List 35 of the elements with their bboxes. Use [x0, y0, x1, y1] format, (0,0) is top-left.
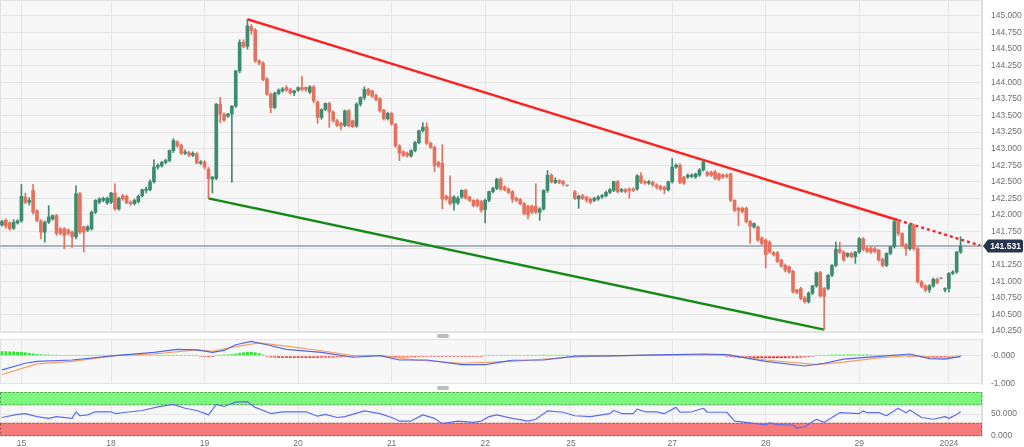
- x-tick-label: 20: [293, 438, 304, 447]
- y-tick-label: 141.250: [991, 259, 1022, 270]
- y-tick-label: 142.250: [991, 192, 1022, 203]
- x-tick-label: 25: [566, 438, 576, 447]
- x-tick-label: 19: [199, 438, 210, 447]
- y-tick-label: 145.000: [991, 10, 1022, 21]
- y-tick-label: 141.000: [991, 275, 1022, 286]
- y-tick-label: 142.000: [991, 209, 1022, 220]
- y-tick-label: 140.500: [991, 308, 1022, 319]
- x-tick-label: 22: [480, 438, 491, 447]
- y-tick-label: 144.000: [991, 76, 1022, 87]
- y-tick-label: 50.000: [991, 408, 1018, 419]
- y-tick-label: 144.750: [991, 26, 1022, 37]
- y-tick-label: -1.000: [991, 377, 1016, 388]
- y-tick-label: 144.500: [991, 43, 1022, 54]
- y-tick-label: 141.750: [991, 225, 1022, 236]
- y-tick-label: 142.500: [991, 176, 1022, 187]
- x-tick-label: 27: [667, 438, 678, 447]
- y-tick-label: 142.750: [991, 159, 1022, 170]
- y-tick-label: 143.750: [991, 93, 1022, 104]
- y-tick-label: 144.250: [991, 60, 1022, 71]
- y-tick-label: 0.000: [991, 430, 1013, 441]
- y-tick-label: 143.250: [991, 126, 1022, 137]
- x-tick-label: 2024: [939, 438, 959, 447]
- y-tick-label: 143.000: [991, 142, 1022, 153]
- y-tick-label: 140.250: [991, 325, 1022, 336]
- x-tick-label: 21: [386, 438, 397, 447]
- ref-line-label: 141.531: [990, 240, 1022, 251]
- x-tick-label: 18: [106, 438, 117, 447]
- x-tick-label: 29: [854, 438, 865, 447]
- x-tick-label: 28: [760, 438, 771, 447]
- y-tick-label: 143.500: [991, 109, 1022, 120]
- y-tick-label: 140.750: [991, 292, 1022, 303]
- x-tick-label: 15: [16, 438, 27, 447]
- y-tick-label: -0.000: [991, 350, 1016, 361]
